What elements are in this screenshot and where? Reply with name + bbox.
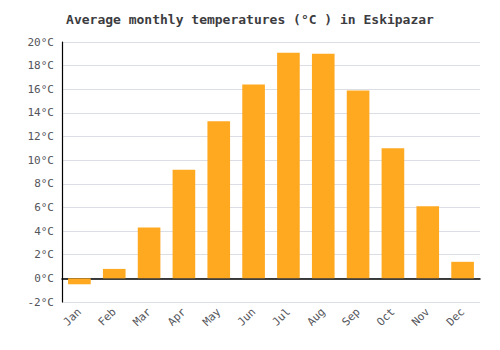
svg-text:-2°C: -2°C (28, 296, 55, 309)
svg-text:May: May (200, 305, 223, 328)
svg-text:Jul: Jul (270, 305, 293, 328)
svg-text:Average monthly temperatures (: Average monthly temperatures (°C ) in Es… (66, 12, 434, 27)
svg-text:2°C: 2°C (34, 248, 54, 261)
svg-text:Nov: Nov (409, 305, 432, 328)
svg-text:6°C: 6°C (34, 201, 54, 214)
svg-text:Apr: Apr (165, 305, 188, 328)
svg-text:Feb: Feb (96, 305, 119, 328)
svg-text:Jun: Jun (235, 305, 258, 328)
svg-text:16°C: 16°C (28, 83, 55, 96)
svg-text:18°C: 18°C (28, 59, 55, 72)
svg-text:12°C: 12°C (28, 130, 55, 143)
svg-text:10°C: 10°C (28, 154, 55, 167)
svg-text:4°C: 4°C (34, 225, 54, 238)
svg-text:0°C: 0°C (34, 272, 54, 285)
svg-text:Jan: Jan (61, 305, 84, 328)
svg-text:Mar: Mar (130, 305, 153, 328)
svg-text:8°C: 8°C (34, 177, 54, 190)
svg-text:14°C: 14°C (28, 106, 55, 119)
svg-text:Dec: Dec (444, 305, 467, 328)
svg-text:Aug: Aug (305, 305, 328, 328)
svg-text:20°C: 20°C (28, 36, 55, 49)
svg-text:Sep: Sep (339, 305, 362, 328)
svg-text:Oct: Oct (374, 305, 397, 328)
